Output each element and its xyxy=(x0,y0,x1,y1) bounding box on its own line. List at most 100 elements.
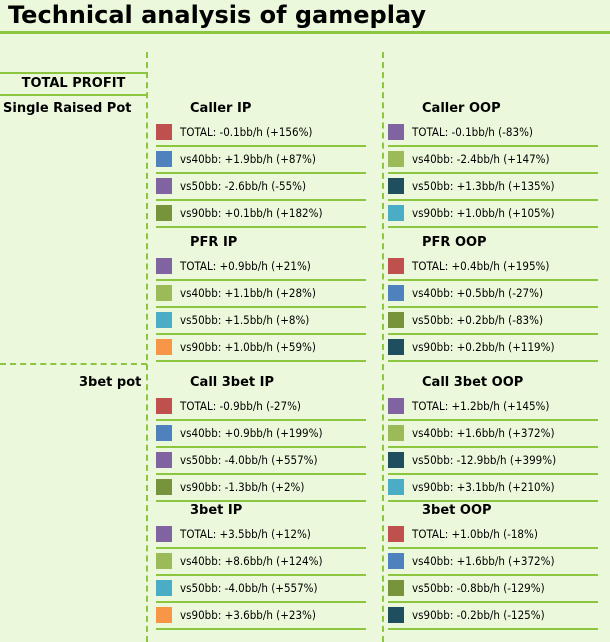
color-swatch xyxy=(156,312,172,328)
color-swatch xyxy=(388,398,404,414)
stat-text: vs40bb: +1.6bb/h (+372%) xyxy=(412,426,555,440)
stat-text: vs50bb: +1.3bb/h (+135%) xyxy=(412,179,555,193)
stat-text: vs90bb: +0.1bb/h (+182%) xyxy=(180,206,323,220)
color-swatch xyxy=(156,258,172,274)
color-swatch xyxy=(156,339,172,355)
section-title-3bet-ip: 3bet IP xyxy=(190,503,243,518)
stat-entry: vs50bb: +1.5bb/h (+8%) xyxy=(156,308,366,335)
color-swatch xyxy=(388,479,404,495)
color-swatch xyxy=(156,526,172,542)
section-title-caller-oop: Caller OOP xyxy=(422,101,501,116)
stat-entry: TOTAL: +1.2bb/h (+145%) xyxy=(388,394,598,421)
stat-entry: vs50bb: -4.0bb/h (+557%) xyxy=(156,576,366,603)
stat-entry: vs50bb: +0.2bb/h (-83%) xyxy=(388,308,598,335)
color-swatch xyxy=(388,339,404,355)
color-swatch xyxy=(388,258,404,274)
stat-text: TOTAL: -0.1bb/h (+156%) xyxy=(180,125,313,139)
stat-text: vs50bb: -12.9bb/h (+399%) xyxy=(412,453,557,467)
stat-text: vs40bb: +1.9bb/h (+87%) xyxy=(180,152,316,166)
row-label-3bet-pot: 3bet pot xyxy=(79,375,142,390)
stat-text: vs50bb: -4.0bb/h (+557%) xyxy=(180,581,318,595)
stat-entry: vs50bb: -12.9bb/h (+399%) xyxy=(388,448,598,475)
row-label-single-raised-pot: Single Raised Pot xyxy=(3,101,132,116)
section-title-caller-ip: Caller IP xyxy=(190,101,252,116)
stat-entry: vs90bb: -0.2bb/h (-125%) xyxy=(388,603,598,630)
stat-text: vs90bb: +3.1bb/h (+210%) xyxy=(412,480,555,494)
stat-text: vs40bb: +0.5bb/h (-27%) xyxy=(412,286,543,300)
stat-entry: vs90bb: +0.2bb/h (+119%) xyxy=(388,335,598,362)
stat-text: vs50bb: -4.0bb/h (+557%) xyxy=(180,453,318,467)
color-swatch xyxy=(388,205,404,221)
stat-text: vs40bb: +8.6bb/h (+124%) xyxy=(180,554,323,568)
stat-entry: vs40bb: +1.6bb/h (+372%) xyxy=(388,421,598,448)
stat-entry: vs40bb: -2.4bb/h (+147%) xyxy=(388,147,598,174)
section-title-3bet-oop: 3bet OOP xyxy=(422,503,492,518)
color-swatch xyxy=(388,452,404,468)
stat-text: vs90bb: +1.0bb/h (+59%) xyxy=(180,340,316,354)
color-swatch xyxy=(388,526,404,542)
color-swatch xyxy=(156,151,172,167)
section-title-pfr-oop: PFR OOP xyxy=(422,235,487,250)
stat-text: TOTAL: -0.1bb/h (-83%) xyxy=(412,125,533,139)
row-divider xyxy=(0,363,147,365)
left-column-divider xyxy=(146,52,148,642)
stat-entry: TOTAL: -0.1bb/h (-83%) xyxy=(388,120,598,147)
stat-entry: vs50bb: -2.6bb/h (-55%) xyxy=(156,174,366,201)
color-swatch xyxy=(156,553,172,569)
stat-entry: vs90bb: +1.0bb/h (+59%) xyxy=(156,335,366,362)
stat-text: vs40bb: +1.1bb/h (+28%) xyxy=(180,286,316,300)
stat-entry: TOTAL: -0.9bb/h (-27%) xyxy=(156,394,366,421)
stat-text: vs90bb: -0.2bb/h (-125%) xyxy=(412,608,545,622)
color-swatch xyxy=(156,580,172,596)
color-swatch xyxy=(388,285,404,301)
color-swatch xyxy=(388,124,404,140)
stat-text: vs50bb: +0.2bb/h (-83%) xyxy=(412,313,543,327)
stat-entry: vs90bb: -1.3bb/h (+2%) xyxy=(156,475,366,502)
color-swatch xyxy=(388,425,404,441)
stat-text: TOTAL: +1.0bb/h (-18%) xyxy=(412,527,538,541)
color-swatch xyxy=(156,479,172,495)
stat-text: TOTAL: +3.5bb/h (+12%) xyxy=(180,527,311,541)
stat-text: TOTAL: -0.9bb/h (-27%) xyxy=(180,399,301,413)
stat-entry: vs40bb: +1.6bb/h (+372%) xyxy=(388,549,598,576)
stat-text: TOTAL: +1.2bb/h (+145%) xyxy=(412,399,550,413)
stat-entry: vs40bb: +1.1bb/h (+28%) xyxy=(156,281,366,308)
stat-text: vs90bb: +3.6bb/h (+23%) xyxy=(180,608,316,622)
total-profit-header: TOTAL PROFIT xyxy=(0,72,147,96)
stat-text: vs90bb: +1.0bb/h (+105%) xyxy=(412,206,555,220)
stat-entry: vs90bb: +1.0bb/h (+105%) xyxy=(388,201,598,228)
stat-entry: vs50bb: +1.3bb/h (+135%) xyxy=(388,174,598,201)
color-swatch xyxy=(156,425,172,441)
stat-text: vs90bb: +0.2bb/h (+119%) xyxy=(412,340,555,354)
color-swatch xyxy=(388,553,404,569)
color-swatch xyxy=(156,607,172,623)
stat-text: vs50bb: -2.6bb/h (-55%) xyxy=(180,179,307,193)
section-title-call-3bet-oop: Call 3bet OOP xyxy=(422,375,524,390)
color-swatch xyxy=(156,285,172,301)
color-swatch xyxy=(156,205,172,221)
stat-entry: vs40bb: +8.6bb/h (+124%) xyxy=(156,549,366,576)
stat-entry: vs50bb: -0.8bb/h (-129%) xyxy=(388,576,598,603)
stat-entry: vs90bb: +0.1bb/h (+182%) xyxy=(156,201,366,228)
color-swatch xyxy=(156,398,172,414)
stat-entry: vs50bb: -4.0bb/h (+557%) xyxy=(156,448,366,475)
color-swatch xyxy=(156,178,172,194)
stat-text: TOTAL: +0.4bb/h (+195%) xyxy=(412,259,550,273)
stat-text: vs50bb: -0.8bb/h (-129%) xyxy=(412,581,545,595)
stat-text: TOTAL: +0.9bb/h (+21%) xyxy=(180,259,311,273)
stat-entry: TOTAL: +3.5bb/h (+12%) xyxy=(156,522,366,549)
title-underline xyxy=(0,31,610,34)
color-swatch xyxy=(388,607,404,623)
section-title-call-3bet-ip: Call 3bet IP xyxy=(190,375,275,390)
stat-entry: vs90bb: +3.6bb/h (+23%) xyxy=(156,603,366,630)
stat-entry: vs40bb: +0.5bb/h (-27%) xyxy=(388,281,598,308)
color-swatch xyxy=(388,312,404,328)
stat-entry: TOTAL: -0.1bb/h (+156%) xyxy=(156,120,366,147)
color-swatch xyxy=(388,178,404,194)
right-column-divider xyxy=(382,52,384,642)
color-swatch xyxy=(156,124,172,140)
stat-text: vs40bb: -2.4bb/h (+147%) xyxy=(412,152,550,166)
section-title-pfr-ip: PFR IP xyxy=(190,235,238,250)
page-title: Technical analysis of gameplay xyxy=(8,1,427,29)
stat-text: vs40bb: +0.9bb/h (+199%) xyxy=(180,426,323,440)
